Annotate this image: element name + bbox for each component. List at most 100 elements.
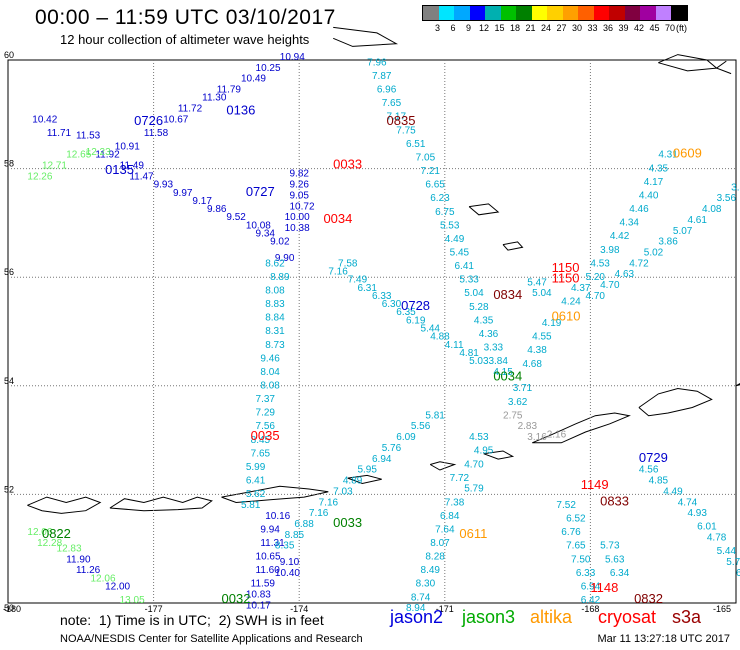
wave-height-value: 5.81: [425, 410, 445, 421]
wave-height-value: 9.93: [154, 180, 174, 191]
wave-height-value: 5.20: [586, 272, 606, 283]
wave-height-value: 6.94: [581, 581, 601, 592]
coastline-segment: [638, 387, 713, 417]
wave-height-value: 6.34: [610, 568, 630, 579]
wave-height-value: 4.68: [522, 359, 542, 370]
pass-time-label: 0833: [600, 493, 629, 508]
wave-height-value: 10.65: [256, 552, 281, 563]
wave-height-value: 8.83: [265, 299, 285, 310]
wave-height-value: 7.17: [387, 112, 407, 123]
colorbar-swatch: [500, 6, 516, 20]
wave-height-value: 8.49: [421, 565, 441, 576]
page-subtitle: 12 hour collection of altimeter wave hei…: [60, 32, 310, 47]
wave-height-value: 12.83: [57, 543, 82, 554]
wave-height-value: 3.56: [717, 193, 737, 204]
colorbar-label: 18: [509, 23, 521, 33]
colorbar-swatch: [593, 6, 609, 20]
wave-height-value: 6.65: [425, 180, 445, 191]
wave-height-value: 3.62: [508, 397, 528, 408]
wave-height-value: 3.84: [488, 356, 508, 367]
wave-height-value: 4.70: [464, 459, 484, 470]
wave-height-value: 11.30: [202, 93, 227, 104]
legend-jason3: jason3: [462, 607, 516, 627]
wave-height-value: 4.70: [586, 291, 606, 302]
coastline-segment: [109, 496, 213, 512]
wave-height-value: 3.16: [527, 432, 547, 443]
wave-height-value: 9.90: [275, 253, 295, 264]
colorbar-swatch: [624, 6, 640, 20]
colorbar-label: (ft): [676, 23, 687, 33]
wave-height-value: 4.11: [445, 340, 464, 351]
coastline-segment: [27, 496, 102, 514]
wave-height-value: 8.31: [265, 326, 285, 337]
credit-agency: NOAA/NESDIS Center for Satellite Applica…: [60, 633, 363, 645]
wave-height-value: 10.42: [32, 114, 57, 125]
lon-tick-label: -168: [581, 604, 599, 614]
wave-height-value: 4.81: [459, 348, 479, 359]
wave-height-value: 4.37: [571, 283, 591, 294]
colorbar-label: 27: [556, 23, 567, 33]
pass-time-label: 0610: [552, 309, 581, 324]
coastline-segment: [221, 485, 329, 504]
wave-height-value: 7.16: [328, 266, 348, 277]
wave-height-value: 6.96: [377, 85, 397, 96]
pass-time-label: 0726: [134, 113, 163, 128]
pass-time-label: 0033: [333, 157, 362, 172]
wave-height-value: 2.83: [518, 421, 538, 432]
lat-tick-label: 50: [4, 603, 14, 613]
wave-height-value: 8.07: [430, 538, 450, 549]
wave-height-value: 8.73: [265, 340, 285, 351]
coastline-segment: [658, 54, 718, 72]
wave-height-value: 4.93: [687, 508, 707, 519]
wave-height-value: 4.38: [527, 345, 547, 356]
lon-tick-label: -165: [713, 604, 731, 614]
pass-time-label: 1149: [581, 477, 609, 492]
wave-height-value: 5.79: [464, 484, 484, 495]
legend-cryosat: cryosat: [598, 607, 657, 627]
wave-height-value: 11.58: [144, 128, 169, 139]
wave-height-value: 7.03: [333, 486, 353, 497]
wave-height-value: 4.15: [493, 367, 513, 378]
colorbar-swatch: [578, 6, 594, 20]
wave-height-value: 5.63: [605, 554, 625, 565]
wave-height-value: 4.31: [658, 150, 678, 161]
colorbar-label: 6: [450, 23, 456, 33]
pass-time-label: 0822: [42, 526, 71, 541]
lon-tick-label: -177: [145, 604, 163, 614]
credit-line: NOAA/NESDIS Center for Satellite Applica…: [60, 633, 730, 645]
pass-time-label: 0728: [401, 298, 430, 313]
wave-height-value: 5.47: [527, 277, 547, 288]
coastline-segment: [483, 450, 515, 460]
wave-height-value: 5.73: [600, 541, 620, 552]
colorbar-swatch: [485, 6, 501, 20]
wave-height-value: 11.59: [251, 579, 276, 590]
wave-height-value: 10.83: [246, 590, 271, 601]
wave-height-value: 8.85: [285, 530, 305, 541]
wave-height-value: 6.52: [566, 514, 586, 525]
pass-time-label: 0611: [459, 526, 487, 541]
wave-height-value: 4.42: [610, 231, 630, 242]
wave-height-value: 4.63: [615, 269, 635, 280]
wave-height-value: 6.96: [736, 568, 740, 579]
wave-height-value: 4.49: [445, 234, 465, 245]
wave-height-value: 11.79: [217, 85, 242, 96]
wave-height-value: 12.06: [27, 527, 52, 538]
lat-tick-label: 56: [4, 267, 14, 277]
axis-ticks: -180 -177 -174 -171 -168 -165 50 52 54 56 58 60: [3, 50, 731, 614]
wave-height-value: 5.76: [382, 443, 402, 454]
wave-height-value: 9.86: [207, 204, 227, 215]
wave-height-value: 13.05: [120, 595, 145, 606]
wave-height-value: 5.81: [241, 500, 261, 511]
wave-height-value: 10.08: [246, 220, 271, 231]
wave-height-value: 5.04: [532, 288, 552, 299]
colorbar-swatch: [423, 6, 439, 20]
wave-height-value: 4.36: [479, 329, 499, 340]
pass-time-label: 0835: [387, 113, 416, 128]
colorbar-swatch: [671, 6, 687, 20]
colorbar-label: 70: [664, 23, 676, 33]
pass-time-label: 0034: [323, 211, 352, 226]
wave-height-value: 5.44: [717, 546, 737, 557]
wave-height-value: 6.33: [576, 568, 596, 579]
wave-height-value: 9.97: [173, 188, 193, 199]
wave-height-value: 12.71: [42, 161, 67, 172]
